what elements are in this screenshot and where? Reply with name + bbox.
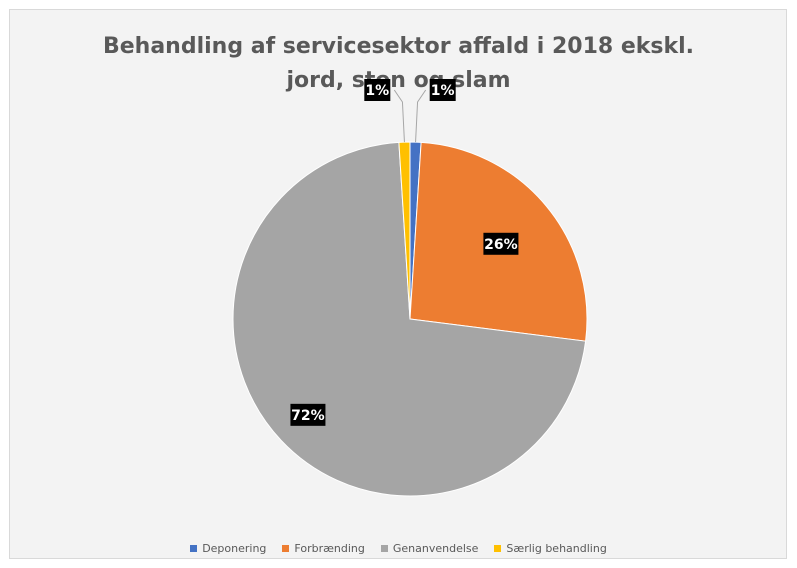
legend-item-genanvendelse: Genanvendelse (380, 542, 479, 555)
legend-label-forbraending: Forbrænding (294, 542, 365, 555)
data-label-forbraending: 26% (484, 237, 518, 253)
data-label-deponering: 1% (431, 83, 455, 99)
chart-title: Behandling af servicesektor affald i 201… (0, 30, 797, 98)
legend-swatch-deponering (190, 545, 198, 552)
legend: Deponering Forbrænding Genanvendelse Sær… (0, 542, 797, 555)
data-label-bg-genanvendelse (290, 403, 326, 426)
data-label-genanvendelse: 72% (291, 408, 325, 424)
data-label-bg-forbraending (483, 232, 519, 255)
data-label-saerlig-behandling: 1% (365, 83, 389, 99)
legend-label-deponering: Deponering (202, 542, 267, 555)
data-label-bg-deponering (429, 79, 456, 101)
legend-swatch-genanvendelse (380, 545, 388, 552)
leader-line-saerlig-behandling (393, 89, 405, 143)
legend-item-saerlig-behandling: Særlig behandling (494, 542, 607, 555)
legend-label-genanvendelse: Genanvendelse (392, 542, 479, 555)
legend-swatch-saerlig-behandling (494, 545, 502, 552)
legend-item-forbraending: Forbrænding (282, 542, 365, 555)
legend-label-saerlig-behandling: Særlig behandling (506, 542, 607, 555)
legend-item-deponering: Deponering (190, 542, 266, 555)
data-label-bg-saerlig-behandling (364, 79, 391, 101)
chart-title-line-1: Behandling af servicesektor affald i 201… (102, 34, 695, 59)
legend-swatch-forbraending (282, 545, 290, 552)
chart-title-line-2: jord, sten og slam (286, 68, 511, 93)
leader-line-deponering (415, 89, 427, 143)
